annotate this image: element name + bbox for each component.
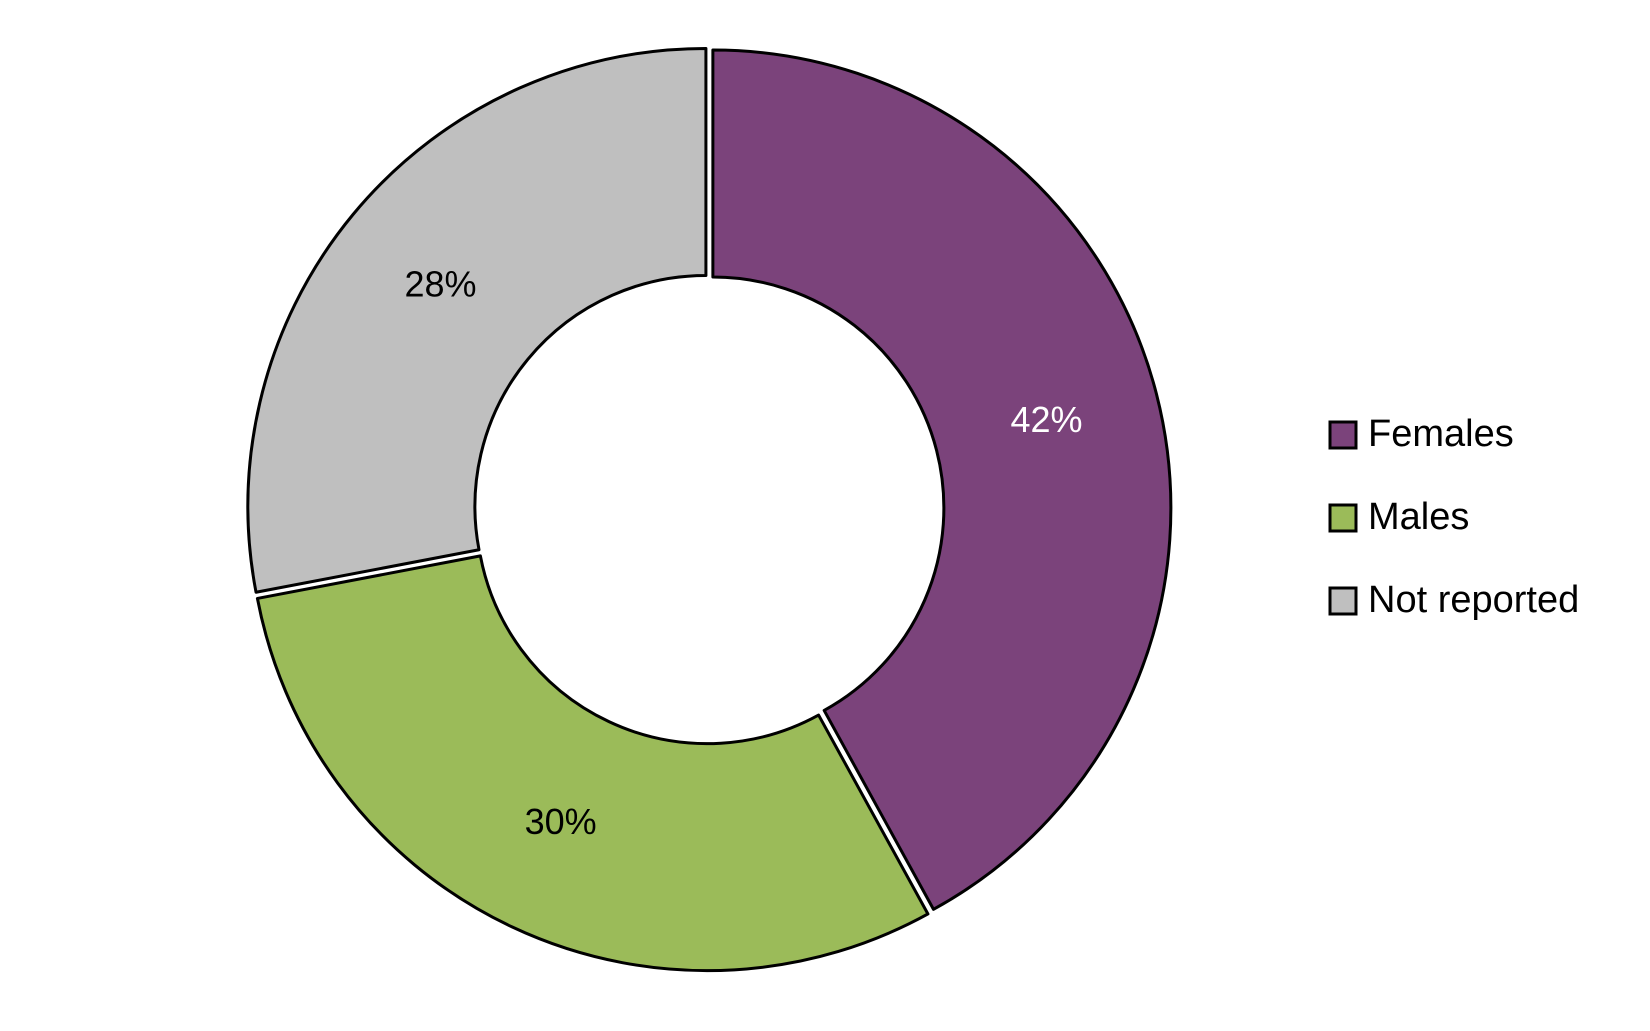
slice-label: 42% xyxy=(1011,399,1083,440)
legend-swatch xyxy=(1328,586,1358,616)
donut-slice xyxy=(255,554,930,973)
legend-text: Males xyxy=(1368,496,1469,538)
donut-slice xyxy=(246,46,708,594)
legend-swatch xyxy=(1328,503,1358,533)
slice-label: 28% xyxy=(404,263,476,304)
slice-label: 30% xyxy=(525,801,597,842)
donut-slice xyxy=(711,48,1173,911)
legend-swatch xyxy=(1328,420,1358,450)
legend-text: Not reported xyxy=(1368,579,1579,621)
legend-text: Females xyxy=(1368,413,1514,455)
